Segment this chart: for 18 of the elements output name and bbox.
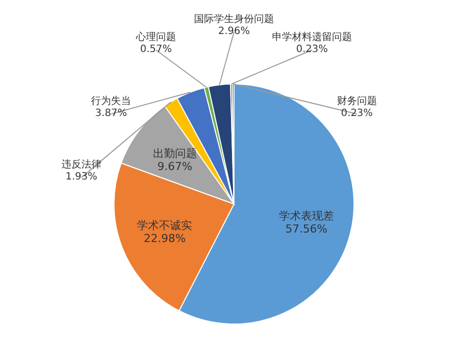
data-label: 0.23% bbox=[341, 108, 373, 119]
data-label: 22.98% bbox=[144, 232, 186, 246]
data-label: 0.57% bbox=[140, 44, 172, 56]
slice-label: 财务问题 bbox=[336, 94, 377, 107]
data-label: 2.96% bbox=[218, 26, 250, 37]
slice-label: 申学材料遗留问题 bbox=[272, 31, 352, 44]
slice-label: 学术表现差 bbox=[278, 210, 334, 223]
slice-label: 违反法律 bbox=[61, 158, 102, 171]
slice-label: 心理问题 bbox=[134, 31, 176, 44]
data-label: 0.23% bbox=[296, 44, 328, 56]
data-label: 57.56% bbox=[285, 222, 328, 236]
slice-label: 学术不诚实 bbox=[137, 219, 192, 232]
data-label: 9.67% bbox=[157, 160, 192, 173]
slice-label: 出勤问题 bbox=[152, 146, 197, 160]
slice-label: 行为失当 bbox=[91, 94, 132, 107]
data-label: 3.87% bbox=[95, 108, 127, 119]
slice-label: 国际学生身份问题 bbox=[194, 13, 274, 25]
data-label: 1.93% bbox=[66, 172, 98, 183]
